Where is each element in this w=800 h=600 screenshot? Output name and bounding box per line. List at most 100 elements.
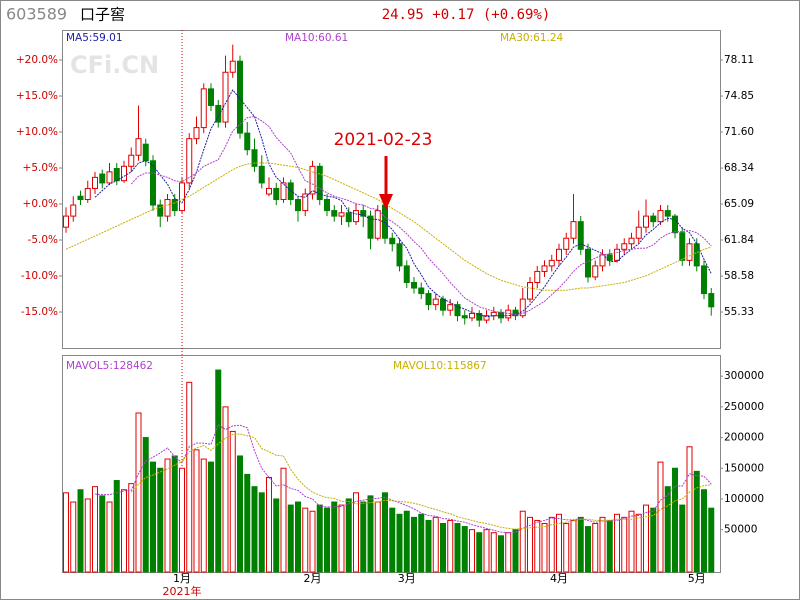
volume-bar bbox=[425, 519, 432, 573]
candle-body bbox=[157, 204, 164, 217]
candle-body bbox=[258, 165, 265, 184]
candle-body bbox=[476, 312, 483, 321]
volume-bar bbox=[302, 507, 309, 573]
watermark: CFi.CN bbox=[70, 51, 159, 79]
candle-body bbox=[577, 221, 584, 250]
candle-body bbox=[461, 315, 468, 319]
volume-bar bbox=[534, 519, 541, 573]
volume-bar bbox=[418, 513, 425, 573]
y-tick-label: 150000 bbox=[724, 462, 764, 474]
candle-body bbox=[679, 232, 686, 261]
volume-bar bbox=[244, 473, 251, 573]
volume-bar bbox=[693, 470, 700, 573]
candle-body bbox=[345, 212, 352, 223]
volume-bar bbox=[621, 516, 628, 573]
y2-tick-label: +20.0% bbox=[16, 54, 58, 66]
volume-bar bbox=[150, 461, 156, 573]
candle-body bbox=[382, 204, 388, 239]
volume-bar bbox=[157, 467, 164, 573]
volume-bar bbox=[657, 461, 664, 573]
volume-bar bbox=[287, 504, 294, 573]
y-tick-label: 78.11 bbox=[724, 54, 754, 66]
candle-body bbox=[309, 165, 316, 195]
y-tick-label: 200000 bbox=[724, 432, 764, 444]
candle-body bbox=[469, 312, 475, 319]
candle-body bbox=[686, 243, 693, 261]
volume-bar bbox=[577, 516, 584, 573]
x-tick-label: 2月 bbox=[304, 572, 322, 585]
y-tick-label: 300000 bbox=[724, 370, 764, 382]
candle-body bbox=[215, 104, 222, 123]
volume-bar bbox=[527, 516, 533, 573]
volume-bar bbox=[686, 446, 693, 573]
candle-body bbox=[77, 195, 84, 201]
candle-body bbox=[295, 199, 301, 212]
legend-label: MA5:59.01 bbox=[66, 32, 123, 44]
volume-bar bbox=[193, 449, 200, 573]
volume-bar bbox=[643, 504, 649, 573]
candle-body bbox=[411, 281, 417, 289]
volume-bar bbox=[99, 495, 106, 573]
y-tick-label: 68.34 bbox=[724, 162, 754, 174]
volume-bar bbox=[599, 516, 606, 573]
legend-label: MA30:61.24 bbox=[500, 32, 564, 44]
legend-label: MAVOL5:128462 bbox=[66, 360, 153, 372]
volume-bar bbox=[563, 523, 570, 573]
y-tick-label: 250000 bbox=[724, 401, 764, 413]
volume-bar bbox=[483, 529, 490, 573]
volume-bar bbox=[222, 406, 229, 573]
volume-bar bbox=[469, 529, 475, 573]
volume-bar bbox=[113, 480, 120, 573]
candle-body bbox=[563, 237, 570, 250]
volume-bar bbox=[92, 486, 98, 573]
candle-body bbox=[186, 138, 193, 184]
candle-body bbox=[570, 221, 577, 239]
volume-bar bbox=[142, 437, 149, 573]
ma-line bbox=[94, 423, 712, 534]
y-tick-label: 100000 bbox=[724, 493, 764, 505]
candle-body bbox=[592, 265, 599, 278]
candle-body bbox=[425, 293, 432, 306]
volume-bar bbox=[295, 501, 301, 573]
quote: 24.95 +0.17 (+0.69%) bbox=[382, 7, 551, 23]
candle-body bbox=[266, 187, 272, 195]
ma-line bbox=[130, 116, 712, 316]
candle-body bbox=[389, 237, 396, 245]
volume-bar bbox=[403, 510, 410, 573]
volume-bar bbox=[367, 495, 374, 573]
y2-tick-label: +10.0% bbox=[16, 126, 58, 138]
candle-body bbox=[367, 215, 374, 239]
y2-tick-label: -15.0% bbox=[21, 306, 58, 318]
candle-body bbox=[200, 88, 207, 129]
candle-body bbox=[113, 168, 120, 182]
volume-bar bbox=[701, 489, 707, 573]
candle-body bbox=[353, 210, 359, 223]
candle-body bbox=[621, 243, 628, 250]
candle-body bbox=[614, 248, 620, 261]
volume-bar bbox=[84, 498, 91, 573]
volume-bar bbox=[672, 467, 678, 573]
volume-bar bbox=[324, 507, 330, 573]
candle-body bbox=[84, 187, 91, 201]
candle-body bbox=[701, 265, 707, 295]
candle-body bbox=[360, 210, 367, 217]
candle-body bbox=[128, 154, 135, 167]
volume-bar bbox=[164, 458, 171, 573]
volume-bar bbox=[331, 501, 338, 573]
volume-bar bbox=[490, 532, 497, 573]
legend-label: MA10:60.61 bbox=[285, 32, 348, 44]
candle-body bbox=[447, 304, 454, 311]
candle-body bbox=[432, 298, 439, 306]
candle-body bbox=[92, 176, 98, 189]
volume-bar bbox=[77, 489, 84, 573]
y-tick-label: 50000 bbox=[724, 524, 757, 536]
volume-bar bbox=[128, 483, 135, 573]
candle-body bbox=[316, 165, 323, 201]
volume-bar bbox=[106, 501, 113, 573]
candle-body bbox=[585, 248, 591, 278]
volume-bar bbox=[70, 501, 77, 573]
volume-bar bbox=[338, 504, 345, 573]
candle-body bbox=[672, 215, 678, 234]
volume-bar bbox=[461, 526, 468, 573]
y-tick-label: 74.85 bbox=[724, 90, 754, 102]
